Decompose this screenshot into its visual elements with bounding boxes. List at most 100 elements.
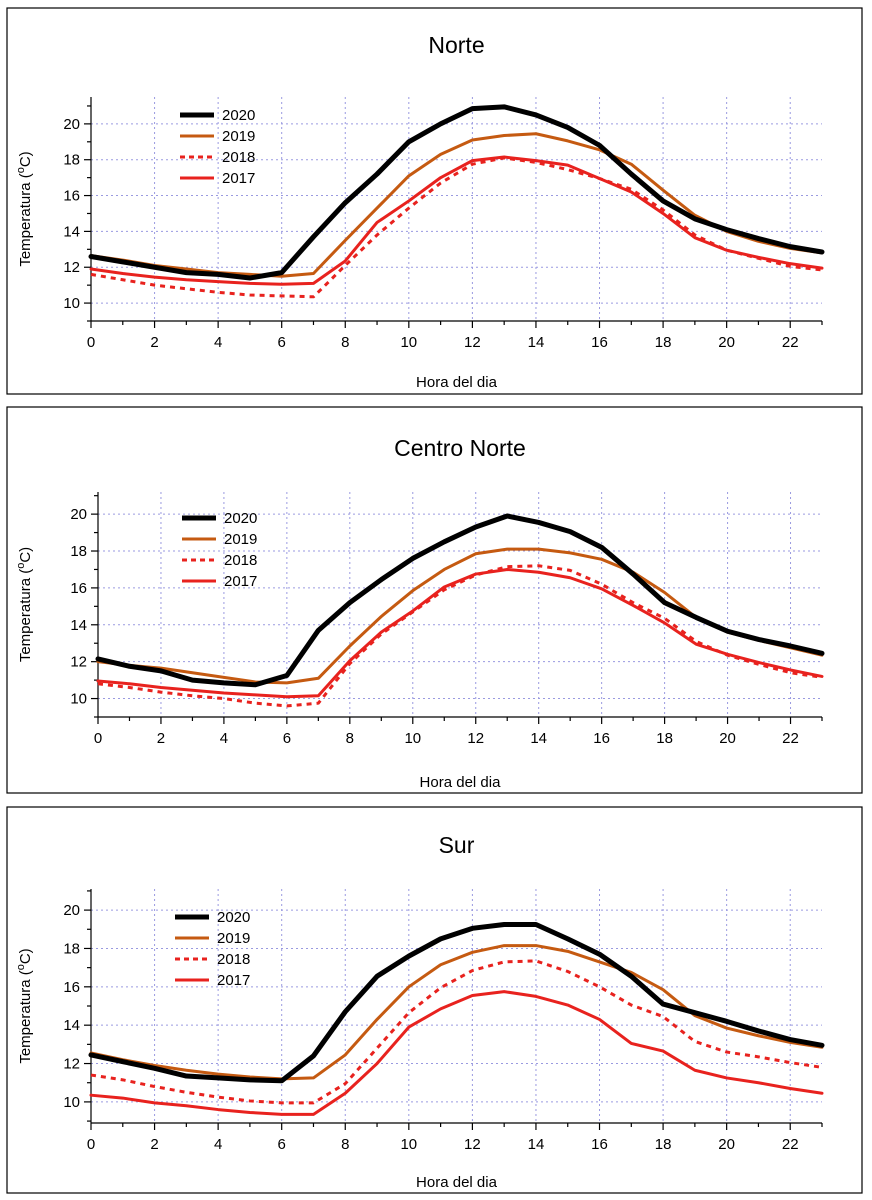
y-tick-label: 10 bbox=[70, 691, 87, 708]
x-tick-label: 16 bbox=[591, 334, 608, 351]
x-tick-label: 10 bbox=[400, 1136, 417, 1153]
y-axis-label-unit: C) bbox=[17, 151, 34, 167]
y-tick-label: 12 bbox=[70, 654, 87, 671]
y-axis-label-degree: o bbox=[15, 167, 27, 173]
chart-panel-1: 0 2 4 6 8 10 12 14 16 18 20 22 10 12 14 16 18 20 Centro No… bbox=[6, 406, 863, 794]
x-tick-label: 12 bbox=[467, 730, 484, 747]
legend-label: 2017 bbox=[222, 170, 255, 187]
y-tick-label: 12 bbox=[63, 259, 80, 276]
y-tick-label: 18 bbox=[70, 543, 87, 560]
chart-title: Sur bbox=[439, 832, 475, 858]
legend-label: 2017 bbox=[217, 972, 250, 989]
chart-panel-0: 0 2 4 6 8 10 12 14 16 18 20 22 10 12 14 16 18 20 Norte Hora… bbox=[6, 7, 863, 395]
x-tick-label: 2 bbox=[150, 334, 158, 351]
x-tick-label: 22 bbox=[782, 334, 799, 351]
x-tick-label: 22 bbox=[782, 1136, 799, 1153]
x-tick-label: 10 bbox=[400, 334, 417, 351]
legend-label: 2019 bbox=[222, 128, 255, 145]
series-line-2017 bbox=[96, 567, 824, 699]
y-tick-label: 14 bbox=[63, 1017, 80, 1034]
series-line-2018 bbox=[90, 156, 823, 299]
y-axis-label-degree: o bbox=[15, 964, 27, 970]
x-tick-label: 20 bbox=[718, 1136, 735, 1153]
x-tick-label: 16 bbox=[593, 730, 610, 747]
series-line-2020 bbox=[95, 513, 825, 688]
x-tick-label: 16 bbox=[591, 1136, 608, 1153]
x-tick-label: 18 bbox=[655, 334, 672, 351]
y-tick-label: 10 bbox=[63, 1094, 80, 1111]
legend-label: 2019 bbox=[217, 930, 250, 947]
series-line-2017 bbox=[89, 990, 824, 1116]
x-tick-label: 14 bbox=[528, 1136, 545, 1153]
panel-frame bbox=[6, 7, 863, 395]
x-tick-label: 2 bbox=[150, 1136, 158, 1153]
y-axis-label: Temperatura (oC) bbox=[15, 948, 34, 1063]
x-tick-label: 6 bbox=[283, 730, 291, 747]
legend: 2020 2019 2018 2017 bbox=[180, 107, 255, 187]
legend-label: 2018 bbox=[222, 149, 255, 166]
series-line-2018 bbox=[97, 564, 823, 708]
y-tick-label: 18 bbox=[63, 152, 80, 169]
chart-title: Norte bbox=[428, 32, 484, 58]
series-line-2019 bbox=[89, 944, 824, 1081]
x-tick-label: 2 bbox=[157, 730, 165, 747]
x-tick-label: 0 bbox=[87, 334, 95, 351]
series-line-2017 bbox=[89, 155, 824, 286]
x-tick-label: 0 bbox=[94, 730, 102, 747]
y-tick-label: 16 bbox=[63, 979, 80, 996]
y-axis-label-text: Temperatura ( bbox=[17, 173, 34, 266]
x-axis-label: Hora del dia bbox=[416, 374, 498, 391]
x-tick-label: 8 bbox=[341, 334, 349, 351]
legend-label: 2018 bbox=[224, 552, 257, 569]
y-axis-label-degree: o bbox=[15, 563, 27, 569]
series-line-2020 bbox=[88, 921, 825, 1084]
x-tick-label: 14 bbox=[528, 334, 545, 351]
y-tick-label: 14 bbox=[70, 617, 87, 634]
x-tick-label: 4 bbox=[214, 1136, 222, 1153]
x-tick-label: 20 bbox=[718, 334, 735, 351]
x-tick-label: 10 bbox=[404, 730, 421, 747]
y-axis-label-unit: C) bbox=[17, 948, 34, 964]
chart-panel-2: 0 2 4 6 8 10 12 14 16 18 20 22 10 12 14 16 18 20 Sur Hora d… bbox=[6, 806, 863, 1194]
x-tick-label: 8 bbox=[346, 730, 354, 747]
x-tick-label: 22 bbox=[782, 730, 799, 747]
legend-label: 2020 bbox=[217, 909, 250, 926]
x-tick-label: 14 bbox=[530, 730, 547, 747]
chart-title: Centro Norte bbox=[394, 435, 526, 461]
x-axis-label: Hora del dia bbox=[420, 774, 502, 791]
legend-label: 2020 bbox=[222, 107, 255, 124]
y-axis-label: Temperatura (oC) bbox=[15, 151, 34, 266]
x-tick-label: 20 bbox=[719, 730, 736, 747]
y-tick-label: 16 bbox=[70, 580, 87, 597]
series-line-2018 bbox=[90, 959, 823, 1105]
y-tick-label: 12 bbox=[63, 1056, 80, 1073]
y-tick-label: 20 bbox=[63, 116, 80, 133]
y-axis-label-text: Temperatura ( bbox=[17, 970, 34, 1063]
series-line-2020 bbox=[88, 104, 825, 281]
x-tick-label: 18 bbox=[656, 730, 673, 747]
x-axis-label: Hora del dia bbox=[416, 1174, 498, 1191]
legend-label: 2018 bbox=[217, 951, 250, 968]
legend-label: 2019 bbox=[224, 531, 257, 548]
y-axis-label: Temperatura (oC) bbox=[15, 547, 34, 662]
legend: 2020 2019 2018 2017 bbox=[175, 909, 250, 989]
y-tick-label: 16 bbox=[63, 188, 80, 205]
x-tick-label: 6 bbox=[278, 334, 286, 351]
x-tick-label: 6 bbox=[278, 1136, 286, 1153]
legend-label: 2020 bbox=[224, 510, 257, 527]
x-tick-label: 12 bbox=[464, 334, 481, 351]
x-tick-label: 4 bbox=[214, 334, 222, 351]
y-tick-label: 20 bbox=[63, 902, 80, 919]
x-tick-label: 12 bbox=[464, 1136, 481, 1153]
x-tick-label: 18 bbox=[655, 1136, 672, 1153]
y-tick-label: 18 bbox=[63, 940, 80, 957]
y-tick-label: 14 bbox=[63, 223, 80, 240]
x-tick-label: 4 bbox=[220, 730, 228, 747]
y-tick-label: 20 bbox=[70, 506, 87, 523]
y-tick-label: 10 bbox=[63, 295, 80, 312]
x-tick-label: 0 bbox=[87, 1136, 95, 1153]
y-axis-label-text: Temperatura ( bbox=[17, 569, 34, 662]
legend-label: 2017 bbox=[224, 573, 257, 590]
panel-frame bbox=[6, 806, 863, 1194]
